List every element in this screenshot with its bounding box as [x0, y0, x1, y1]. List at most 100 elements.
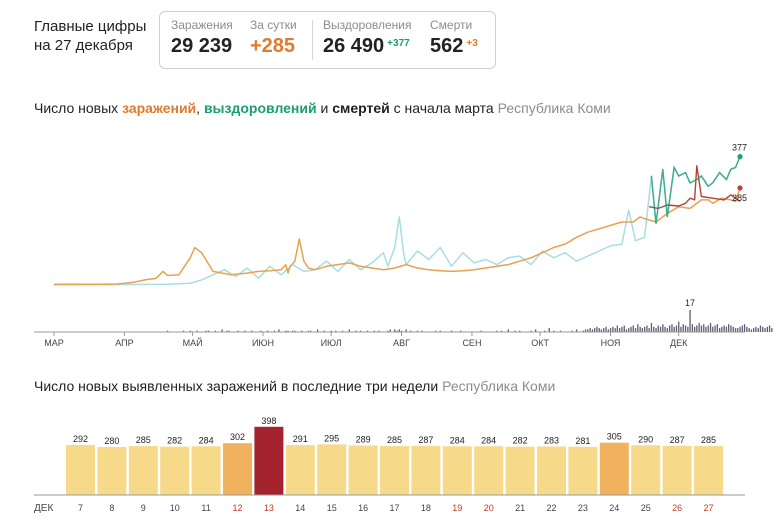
death-bar: [519, 330, 521, 332]
death-bar: [405, 329, 407, 332]
death-bar: [260, 330, 262, 332]
stat-deaths-delta: +3: [466, 38, 478, 49]
death-bar: [612, 326, 614, 332]
death-bar: [689, 310, 691, 332]
line-chart-labels: 377285173: [685, 143, 747, 308]
death-bar: [330, 330, 332, 332]
month-label: НОЯ: [601, 338, 621, 348]
recoveries-end-dot: [737, 154, 743, 160]
bar-day-label: 13: [264, 503, 274, 513]
death-peak-label: 17: [685, 298, 695, 308]
title-line-1: Главные цифры: [34, 18, 147, 35]
line-title-recoveries: выздоровлений: [203, 100, 317, 116]
death-bar: [394, 329, 396, 332]
death-bar: [373, 330, 375, 332]
bar: [474, 446, 504, 495]
bar: [254, 426, 284, 495]
bar-day-label: 26: [672, 503, 682, 513]
death-bar: [741, 325, 743, 332]
month-label: МАЙ: [183, 337, 203, 348]
death-bar: [639, 326, 641, 332]
death-bar: [662, 324, 664, 332]
death-bar: [621, 326, 623, 332]
stat-daily-label: За сутки: [250, 18, 297, 32]
death-bar: [734, 328, 737, 332]
death-bar: [591, 329, 594, 332]
death-bar: [700, 325, 703, 332]
series-lines: [53, 156, 741, 286]
death-bar: [360, 330, 362, 332]
death-bar: [226, 330, 228, 332]
stat-deaths: Смерти 562 +3: [430, 18, 478, 58]
bar-value-label: 282: [167, 436, 182, 446]
bar-value-label: 287: [670, 435, 685, 445]
death-bar: [207, 330, 210, 332]
death-bar: [759, 325, 762, 332]
death-bar: [439, 330, 441, 332]
death-bar: [355, 330, 357, 332]
death-bar: [301, 330, 303, 332]
bar-day-label: 19: [452, 503, 462, 513]
month-label: ДЕК: [670, 338, 688, 348]
death-bar: [753, 328, 755, 332]
death-bar: [559, 330, 562, 332]
death-bar: [507, 329, 509, 332]
bar-day-label: 9: [141, 503, 146, 513]
death-bar: [687, 326, 689, 332]
death-bar: [605, 326, 607, 332]
death-bar: [678, 321, 680, 332]
series-line-1: [53, 156, 741, 286]
death-bar: [410, 330, 412, 332]
stat-recoveries-value: 26 490: [323, 35, 385, 57]
line-title-comma: ,: [196, 100, 204, 116]
death-bar: [291, 330, 294, 332]
infections-end-dot: [737, 185, 743, 191]
death-bar: [644, 326, 646, 332]
stat-daily-value: +285: [250, 35, 296, 57]
death-bar: [287, 330, 289, 332]
bar-value-label: 281: [575, 436, 590, 446]
death-bar: [205, 330, 207, 332]
death-bar: [607, 329, 609, 332]
death-bar: [294, 330, 296, 332]
death-bar: [341, 330, 344, 332]
bar-value-label: 290: [638, 434, 653, 444]
death-bar: [628, 328, 630, 332]
bar-day-label: 14: [295, 503, 305, 513]
stat-infections-value: 29 239: [171, 35, 233, 57]
death-bar: [609, 328, 612, 332]
bar: [537, 446, 566, 495]
death-bar: [228, 330, 230, 332]
title-line-2: на 27 декабря: [34, 37, 133, 54]
death-bar: [684, 325, 687, 332]
death-bar: [746, 326, 748, 332]
bar: [317, 444, 347, 495]
death-bar: [387, 330, 389, 332]
death-bar: [348, 329, 350, 332]
death-bar: [584, 329, 587, 332]
death-bar: [416, 330, 419, 332]
death-bar: [659, 326, 662, 332]
death-bar: [673, 326, 675, 332]
death-bar: [460, 330, 462, 332]
death-bar: [641, 328, 643, 332]
bar-value-label: 283: [544, 436, 559, 446]
death-bar: [680, 326, 682, 332]
death-bar: [598, 328, 600, 332]
death-bar: [632, 325, 634, 332]
death-bar: [366, 330, 369, 332]
bar: [97, 447, 127, 495]
death-bar: [666, 328, 668, 332]
death-bar: [625, 329, 628, 332]
death-bar: [251, 330, 253, 332]
death-bar: [725, 326, 728, 332]
death-bar: [630, 326, 632, 332]
death-bar: [691, 324, 693, 332]
bar: [442, 446, 472, 495]
bar-value-label: 398: [261, 416, 276, 426]
death-bar: [703, 324, 705, 332]
bar-day-label: 21: [515, 503, 525, 513]
death-bar: [766, 326, 768, 332]
bar-day-label: 7: [78, 503, 83, 513]
